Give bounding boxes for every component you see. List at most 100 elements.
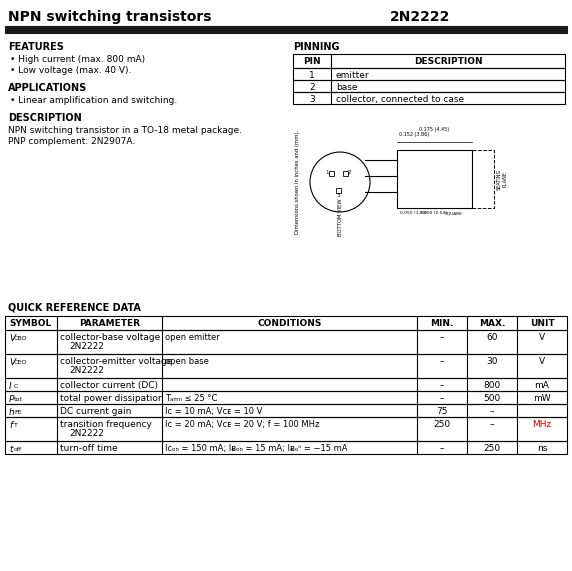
Text: Tₐₘₙ ≤ 25 °C: Tₐₘₙ ≤ 25 °C [165, 394, 217, 403]
Text: collector-base voltage: collector-base voltage [60, 333, 160, 342]
Bar [328, 171, 333, 175]
Text: MIN.: MIN. [430, 319, 454, 328]
Text: 0.055 (1.39): 0.055 (1.39) [400, 211, 427, 215]
Text: 1: 1 [309, 71, 315, 80]
Bar [397, 150, 472, 208]
Text: 0.152 (3.86): 0.152 (3.86) [399, 132, 430, 137]
Text: • Low voltage (max. 40 V).: • Low voltage (max. 40 V). [10, 66, 132, 75]
Bar [5, 354, 567, 378]
Text: SEATING
PLANE: SEATING PLANE [496, 168, 507, 190]
Text: FE: FE [14, 410, 22, 415]
Text: 1: 1 [325, 170, 329, 175]
Bar [5, 316, 567, 330]
Text: PINNING: PINNING [293, 42, 340, 52]
Text: 2: 2 [347, 170, 351, 175]
Text: UNIT: UNIT [530, 319, 554, 328]
Bar [343, 171, 348, 175]
Text: DC current gain: DC current gain [60, 407, 132, 416]
Text: turn-off time: turn-off time [60, 444, 118, 453]
Text: 800: 800 [483, 381, 500, 390]
Text: 75: 75 [436, 407, 448, 416]
Text: collector, connected to case: collector, connected to case [336, 95, 464, 104]
Text: PARAMETER: PARAMETER [79, 319, 140, 328]
Text: • Linear amplification and switching.: • Linear amplification and switching. [10, 96, 177, 105]
Bar [5, 417, 567, 441]
Text: –: – [440, 394, 444, 403]
Text: T: T [14, 423, 18, 428]
Text: PNP complement: 2N2907A.: PNP complement: 2N2907A. [8, 137, 135, 146]
Text: 0.175 (4.45): 0.175 (4.45) [419, 127, 450, 132]
Text: BOTTOM VIEW: BOTTOM VIEW [337, 198, 343, 236]
Text: –: – [440, 444, 444, 453]
Text: Iᴄ = 20 mA; Vᴄᴇ = 20 V; f = 100 MHz: Iᴄ = 20 mA; Vᴄᴇ = 20 V; f = 100 MHz [165, 420, 319, 429]
Text: CONDITIONS: CONDITIONS [257, 319, 321, 328]
Text: transition frequency: transition frequency [60, 420, 152, 429]
Text: CEO: CEO [14, 360, 27, 365]
Bar [293, 80, 565, 92]
Text: I: I [9, 382, 11, 391]
Text: • High current (max. 800 mA): • High current (max. 800 mA) [10, 55, 145, 64]
Text: mA: mA [535, 381, 550, 390]
Bar [336, 187, 340, 192]
Bar [472, 150, 494, 208]
Text: open base: open base [165, 357, 209, 366]
Text: ns: ns [537, 444, 547, 453]
Bar [293, 68, 565, 80]
Text: 3: 3 [336, 193, 340, 198]
Bar [293, 54, 565, 68]
Text: CBO: CBO [14, 336, 27, 341]
Text: total power dissipation: total power dissipation [60, 394, 164, 403]
Text: emitter: emitter [336, 71, 370, 80]
Text: 2N2222: 2N2222 [390, 10, 450, 24]
Text: SYMBOL: SYMBOL [10, 319, 52, 328]
Text: collector current (DC): collector current (DC) [60, 381, 158, 390]
Text: SQUARE: SQUARE [445, 211, 463, 215]
Text: 2N2222: 2N2222 [69, 342, 104, 351]
Text: Iᴄₒₙ = 150 mA; Iᴃₒₙ = 15 mA; Iᴃₒⁱⁱ = −15 mA: Iᴄₒₙ = 150 mA; Iᴃₒₙ = 15 mA; Iᴃₒⁱⁱ = −15… [165, 444, 348, 453]
Text: 2N2222: 2N2222 [69, 429, 104, 438]
Text: V: V [539, 333, 545, 342]
Text: C: C [14, 384, 18, 389]
Text: –: – [440, 357, 444, 366]
Bar [5, 330, 567, 354]
Text: t: t [9, 445, 13, 454]
Bar [5, 404, 567, 417]
Text: QUICK REFERENCE DATA: QUICK REFERENCE DATA [8, 302, 141, 312]
Text: collector-emitter voltage: collector-emitter voltage [60, 357, 172, 366]
Text: V: V [9, 334, 15, 343]
Text: 250: 250 [483, 444, 500, 453]
Text: –: – [440, 381, 444, 390]
Text: DESCRIPTION: DESCRIPTION [414, 57, 482, 66]
Text: V: V [539, 357, 545, 366]
Bar [5, 378, 567, 391]
Text: 2N2222: 2N2222 [69, 366, 104, 375]
Text: 30: 30 [486, 357, 498, 366]
Text: NPN switching transistor in a TO-18 metal package.: NPN switching transistor in a TO-18 meta… [8, 126, 242, 135]
Text: 500: 500 [483, 394, 500, 403]
Text: 250: 250 [434, 420, 451, 429]
Bar [5, 441, 567, 454]
Bar [5, 391, 567, 404]
Text: P: P [9, 395, 14, 404]
Text: 2: 2 [309, 83, 315, 92]
Text: PIN: PIN [303, 57, 321, 66]
Text: tot: tot [14, 397, 23, 402]
Text: –: – [490, 420, 494, 429]
Text: mW: mW [533, 394, 551, 403]
Text: FEATURES: FEATURES [8, 42, 64, 52]
Text: NPN switching transistors: NPN switching transistors [8, 10, 212, 24]
Text: –: – [440, 333, 444, 342]
Text: V: V [9, 358, 15, 367]
Text: 3: 3 [309, 95, 315, 104]
Text: MHz: MHz [533, 420, 551, 429]
Text: base: base [336, 83, 358, 92]
Text: open emitter: open emitter [165, 333, 220, 342]
Text: h: h [9, 408, 15, 417]
Text: DESCRIPTION: DESCRIPTION [8, 113, 82, 123]
Bar [5, 26, 567, 33]
Text: f: f [9, 421, 12, 430]
Text: 60: 60 [486, 333, 498, 342]
Text: Iᴄ = 10 mA; Vᴄᴇ = 10 V: Iᴄ = 10 mA; Vᴄᴇ = 10 V [165, 407, 263, 416]
Text: –: – [490, 407, 494, 416]
Text: MAX.: MAX. [479, 319, 505, 328]
